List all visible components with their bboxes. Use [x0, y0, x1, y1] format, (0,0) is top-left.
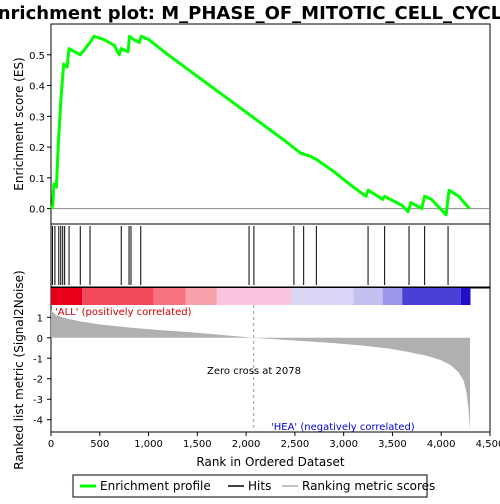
x-tick-label: 0: [48, 439, 54, 450]
es-y-tick-label: 0.0: [29, 205, 45, 216]
rank-y-tick-label: 0: [37, 334, 43, 345]
rank-y-axis-label: Ranked list metric (Signal2Noise): [12, 270, 26, 469]
color-bar-segment: [460, 288, 471, 305]
legend-label: Hits: [248, 479, 271, 493]
color-bar-segment: [51, 288, 83, 305]
x-tick-label: 2,000: [232, 439, 261, 450]
positive-correlation-label: 'ALL' (positively correlated): [55, 307, 192, 318]
color-bar-segment: [82, 288, 154, 305]
rank-y-tick-label: 1: [37, 313, 43, 324]
rank-y-tick-label: -2: [33, 375, 43, 386]
legend-box: [72, 474, 428, 498]
x-tick-label: 2,500: [281, 439, 310, 450]
color-bar-segment: [185, 288, 217, 305]
color-bar-segment: [153, 288, 186, 305]
x-tick-label: 4,000: [427, 439, 456, 450]
x-tick-label: 500: [90, 439, 109, 450]
color-bar-segment: [291, 288, 354, 305]
es-y-axis-label: Enrichment score (ES): [12, 57, 26, 190]
color-bar-segment: [402, 288, 461, 305]
es-y-tick-label: 0.3: [29, 112, 45, 123]
color-bar-segment: [382, 288, 403, 305]
es-panel-frame: [50, 23, 491, 225]
x-tick-label: 3,500: [378, 439, 407, 450]
ranking-metric-area: [51, 310, 470, 430]
color-bar-segment: [216, 288, 292, 305]
es-y-tick-label: 0.2: [29, 143, 45, 154]
es-y-tick-label: 0.1: [29, 174, 45, 185]
legend-label: Ranking metric scores: [302, 479, 435, 493]
x-tick-label: 3,000: [329, 439, 358, 450]
es-y-tick-label: 0.4: [29, 82, 45, 93]
rank-y-tick-label: -3: [33, 395, 43, 406]
chart-title: Enrichment plot: M_PHASE_OF_MITOTIC_CELL…: [0, 3, 500, 24]
x-tick-label: 1,500: [183, 439, 212, 450]
rank-y-tick-label: -4: [33, 416, 43, 427]
enrichment-profile-line: [49, 34, 471, 217]
rank-y-tick-label: -1: [33, 354, 43, 365]
zero-cross-label: Zero cross at 2078: [207, 366, 301, 377]
color-bar-segment: [353, 288, 383, 305]
rank-panel-frame: [50, 287, 491, 433]
hits-panel-frame: [50, 223, 491, 288]
x-axis-label: Rank in Ordered Dataset: [196, 455, 344, 469]
es-y-tick-label: 0.5: [29, 51, 45, 62]
negative-correlation-label: 'HEA' (negatively correlated): [271, 422, 415, 433]
x-tick-label: 1,000: [134, 439, 163, 450]
x-tick-label: 4,500: [476, 439, 500, 450]
legend-label: Enrichment profile: [100, 479, 211, 493]
